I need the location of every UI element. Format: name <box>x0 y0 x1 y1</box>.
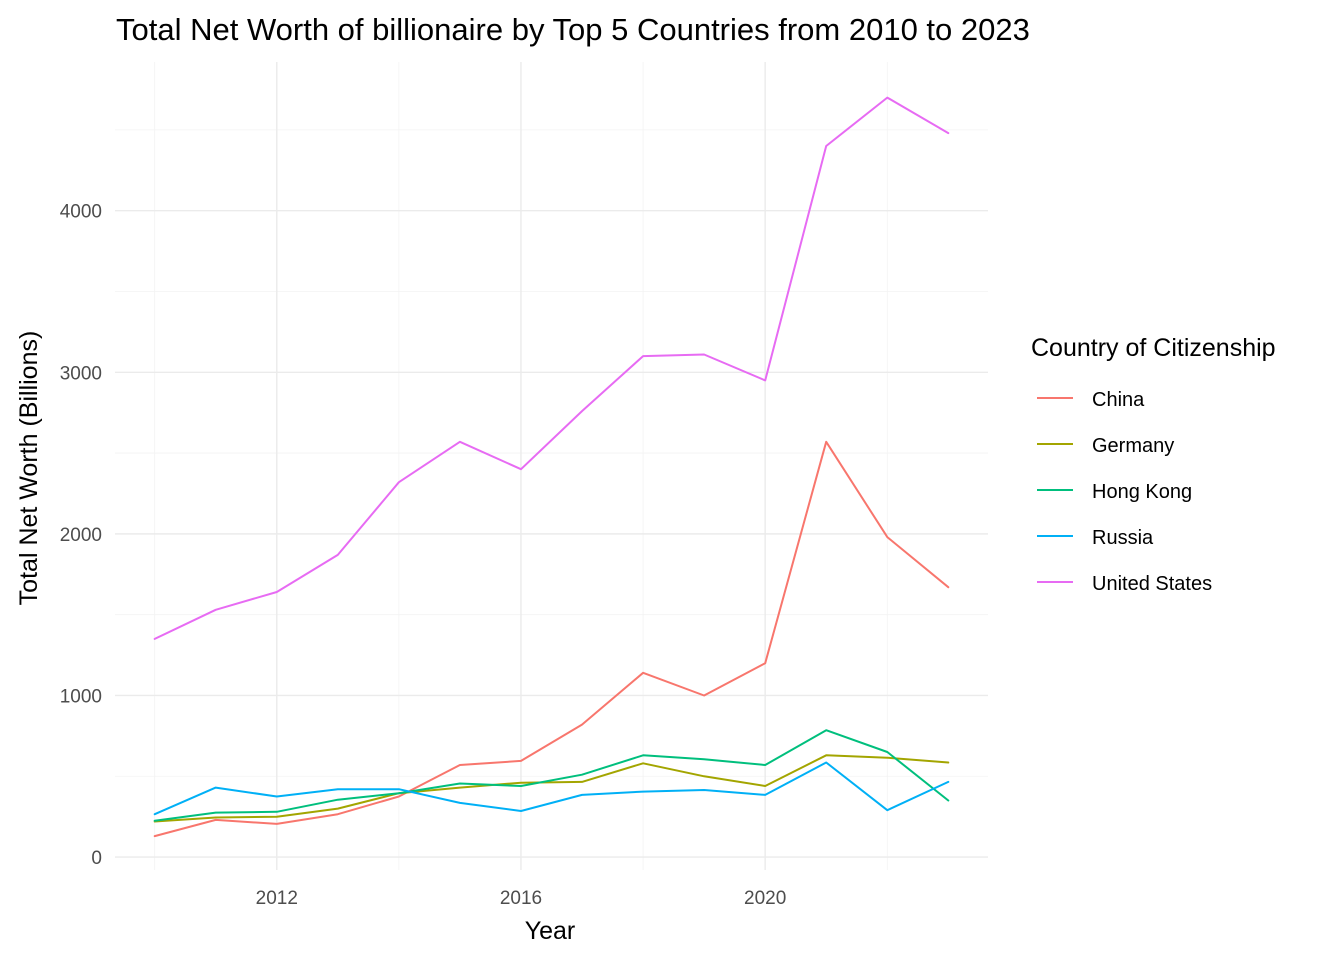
series-line-united-states <box>153 96 950 640</box>
y-axis-title: Total Net Worth (Billions) <box>15 331 43 606</box>
grid <box>115 62 988 870</box>
series-line-germany <box>153 754 950 823</box>
x-tick-label: 2020 <box>744 888 786 909</box>
y-tick-label: 4000 <box>60 202 102 223</box>
y-tick-label: 1000 <box>60 686 102 707</box>
x-tick-labels: 2012 2016 2020 <box>256 888 787 909</box>
chart-title: Total Net Worth of billionaire by Top 5 … <box>116 12 1030 47</box>
x-tick-label: 2012 <box>256 888 298 909</box>
series-line-russia <box>153 761 950 816</box>
legend-label-hong-kong: Hong Kong <box>1092 481 1192 503</box>
x-tick-label: 2016 <box>500 888 542 909</box>
series-line-hong-kong <box>153 729 950 822</box>
y-tick-label: 2000 <box>60 525 102 546</box>
series-line-china <box>153 440 950 838</box>
x-axis-title: Year <box>525 917 576 945</box>
y-tick-label: 0 <box>91 848 102 869</box>
legend-label-germany: Germany <box>1092 435 1174 457</box>
series-lines <box>153 96 950 838</box>
legend-label-russia: Russia <box>1092 527 1154 549</box>
legend: Country of Citizenship China Germany Hong … <box>1031 334 1276 595</box>
legend-label-united-states: United States <box>1092 573 1212 595</box>
legend-title: Country of Citizenship <box>1031 334 1276 362</box>
legend-label-china: China <box>1092 389 1145 411</box>
y-tick-labels: 0 1000 2000 3000 4000 <box>60 202 102 869</box>
y-tick-label: 3000 <box>60 363 102 384</box>
